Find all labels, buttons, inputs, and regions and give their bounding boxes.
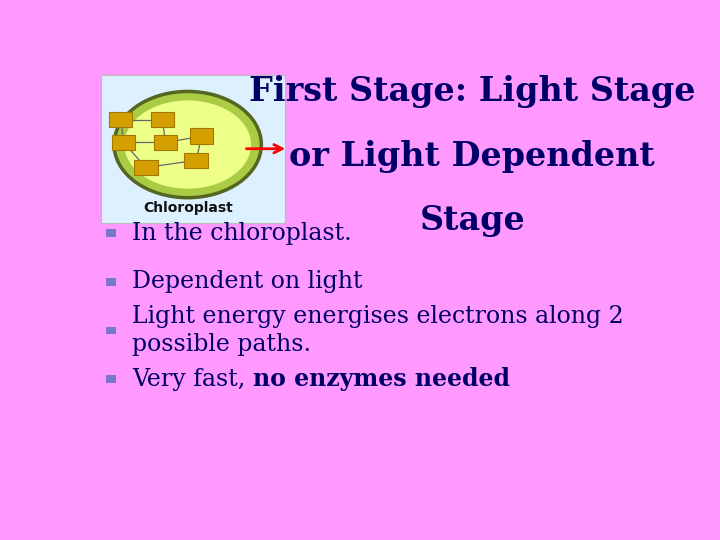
FancyBboxPatch shape xyxy=(134,160,158,176)
Text: In the chloroplast.: In the chloroplast. xyxy=(132,222,351,245)
FancyBboxPatch shape xyxy=(151,112,174,127)
Text: First Stage: Light Stage: First Stage: Light Stage xyxy=(249,75,696,108)
FancyBboxPatch shape xyxy=(109,112,132,127)
FancyBboxPatch shape xyxy=(106,278,116,286)
FancyBboxPatch shape xyxy=(106,375,116,383)
Ellipse shape xyxy=(114,91,261,198)
Ellipse shape xyxy=(125,100,251,188)
Text: Very fast,: Very fast, xyxy=(132,368,253,390)
Text: Chloroplast: Chloroplast xyxy=(143,201,233,215)
FancyBboxPatch shape xyxy=(106,230,116,237)
Text: Light energy energises electrons along 2
possible paths.: Light energy energises electrons along 2… xyxy=(132,305,624,356)
Text: or Light Dependent: or Light Dependent xyxy=(289,140,655,173)
Text: Dependent on light: Dependent on light xyxy=(132,271,362,293)
Text: Stage: Stage xyxy=(419,204,525,237)
FancyBboxPatch shape xyxy=(106,327,116,334)
Text: no enzymes needed: no enzymes needed xyxy=(253,367,510,391)
FancyBboxPatch shape xyxy=(112,134,135,150)
FancyBboxPatch shape xyxy=(101,75,285,223)
FancyBboxPatch shape xyxy=(153,134,177,150)
FancyBboxPatch shape xyxy=(190,129,213,144)
FancyBboxPatch shape xyxy=(184,152,208,168)
